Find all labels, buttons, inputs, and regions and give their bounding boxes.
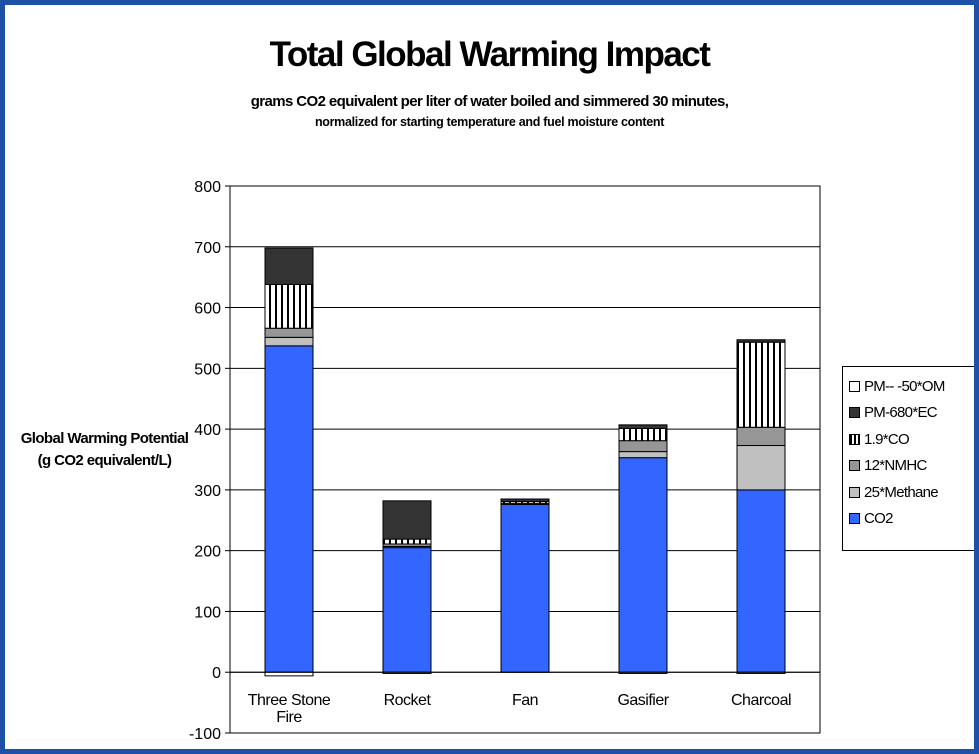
x-tick-label: Charcoal <box>731 692 791 709</box>
chart-legend: PM-- -50*OM PM-680*EC 1.9*CO 12*NMHC 25*Meth… <box>842 366 974 551</box>
bar-segment <box>736 489 786 673</box>
bar-segment <box>736 426 786 447</box>
bar-segment <box>736 445 786 491</box>
x-tick-label: Gasifier <box>617 692 669 709</box>
bar-segment <box>736 341 786 428</box>
bar-segment <box>264 283 314 329</box>
legend-label: 12*NMHC <box>864 457 927 475</box>
bar-segment <box>264 247 314 285</box>
bar-segment-negative <box>264 671 314 677</box>
y-tick-label: 400 <box>194 422 221 439</box>
x-tick-label: Rocket <box>384 692 432 709</box>
legend-label: 1.9*CO <box>864 430 910 448</box>
bar-segment <box>618 457 668 673</box>
legend-swatch <box>849 380 860 392</box>
legend-label: PM-- -50*OM <box>864 377 945 395</box>
y-axis-label: Global Warming Potential (g CO2 equivale… <box>20 430 189 469</box>
y-tick-label: 700 <box>194 240 221 257</box>
legend-item: 25*Methane <box>843 479 974 506</box>
legend-item: PM-- -50*OM <box>843 373 974 400</box>
x-tick-label: Fire <box>276 709 302 726</box>
chart-title: Total Global Warming Impact <box>269 35 711 74</box>
y-tick-label: 600 <box>194 301 221 318</box>
y-tick-label: 800 <box>194 179 221 196</box>
legend-label: CO2 <box>864 510 893 528</box>
bar-segment <box>618 440 668 453</box>
bar-segment <box>618 451 668 459</box>
chart-subtitle-line-2: normalized for starting temperature and … <box>314 115 665 129</box>
bar-segment <box>382 500 432 540</box>
legend-label: 25*Methane <box>864 483 939 501</box>
legend-swatch <box>849 513 860 525</box>
bar-segment <box>264 345 314 673</box>
bar-segment <box>500 503 550 673</box>
legend-swatch <box>849 486 860 498</box>
plot-area: 800 700 600 500 400 300 200 100 0 -100 Three Stone… <box>189 179 821 743</box>
bar-segment <box>264 336 314 347</box>
legend-item: PM-680*EC <box>843 400 974 427</box>
bar-segment <box>264 327 314 338</box>
bar-segment <box>500 498 550 502</box>
legend-swatch <box>849 433 860 445</box>
y-tick-label: 200 <box>194 544 221 561</box>
y-tick-label: 0 <box>212 665 221 682</box>
legend-item: 12*NMHC <box>843 453 974 480</box>
legend-swatch <box>849 460 860 472</box>
legend-item: CO2 <box>843 506 974 533</box>
y-tick-label: 500 <box>194 361 221 378</box>
y-tick-label: 300 <box>194 483 221 500</box>
y-tick-label: -100 <box>189 726 221 743</box>
x-tick-label: Three Stone <box>248 692 331 709</box>
bar-segment <box>382 547 432 673</box>
legend-swatch <box>849 407 860 419</box>
chart-subtitle-line-1: grams CO2 equivalent per liter of water … <box>250 93 729 110</box>
plot-border <box>229 185 821 734</box>
bar-segment <box>618 424 668 430</box>
bar-segment <box>382 538 432 545</box>
bar-segment <box>618 428 668 442</box>
x-tick-label: Fan <box>512 692 538 709</box>
legend-label: PM-680*EC <box>864 404 938 422</box>
legend-item: 1.9*CO <box>843 426 974 453</box>
y-tick-label: 100 <box>194 604 221 621</box>
bar-segment <box>736 339 786 343</box>
chart-frame: Total Global Warming Impact grams CO2 eq… <box>5 5 974 749</box>
